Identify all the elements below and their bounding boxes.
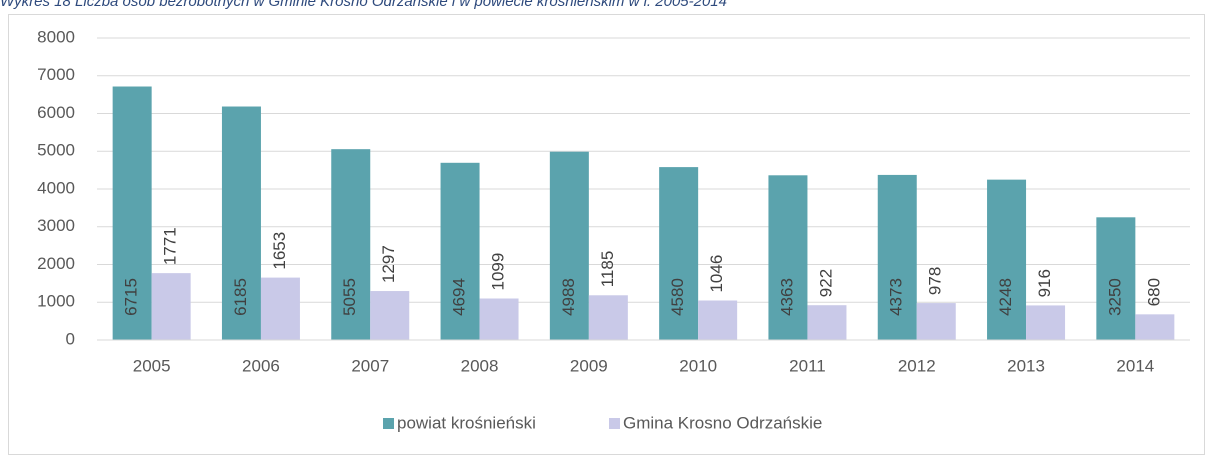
bar — [1135, 314, 1175, 340]
bar — [877, 174, 917, 340]
bar — [698, 300, 738, 340]
x-tick-label: 2012 — [898, 356, 936, 375]
value-label: 1099 — [489, 253, 508, 291]
bar — [112, 86, 152, 340]
x-tick-label: 2007 — [351, 356, 389, 375]
chart-title: Wykres 18 Liczba osób bezrobotnych w Gmi… — [0, 0, 727, 10]
value-label: 6185 — [231, 278, 250, 316]
value-label: 4580 — [668, 278, 687, 316]
value-label: 4988 — [559, 278, 578, 316]
x-tick-label: 2008 — [461, 356, 499, 375]
value-label: 1653 — [270, 232, 289, 270]
bar — [331, 149, 371, 340]
bar — [260, 277, 300, 340]
value-label: 1046 — [707, 255, 726, 293]
y-tick-label: 7000 — [37, 65, 75, 84]
bar — [440, 162, 480, 340]
value-label: 6715 — [122, 278, 141, 316]
bar — [549, 151, 589, 340]
bar — [1096, 217, 1136, 340]
legend-label: Gmina Krosno Odrzańskie — [623, 413, 822, 432]
legend-label: powiat krośnieński — [397, 413, 536, 432]
legend-swatch — [609, 418, 620, 429]
bar — [659, 167, 699, 340]
bar — [479, 298, 519, 340]
y-tick-label: 4000 — [37, 178, 75, 197]
x-tick-label: 2014 — [1116, 356, 1154, 375]
value-label: 4694 — [450, 278, 469, 316]
value-label: 916 — [1035, 269, 1054, 297]
bar — [987, 179, 1027, 340]
value-label: 680 — [1144, 278, 1163, 306]
bar — [768, 175, 808, 340]
x-tick-label: 2009 — [570, 356, 608, 375]
value-label: 978 — [926, 267, 945, 295]
bar — [1026, 305, 1066, 340]
value-label: 922 — [816, 269, 835, 297]
x-tick-label: 2010 — [679, 356, 717, 375]
bar — [807, 305, 847, 340]
y-tick-label: 6000 — [37, 103, 75, 122]
bar — [370, 291, 410, 340]
value-label: 3250 — [1105, 278, 1124, 316]
value-label: 4248 — [996, 278, 1015, 316]
value-label: 4373 — [887, 278, 906, 316]
x-tick-label: 2005 — [133, 356, 171, 375]
value-label: 1771 — [161, 227, 180, 265]
value-label: 4363 — [777, 278, 796, 316]
x-tick-label: 2011 — [789, 356, 826, 375]
y-tick-label: 2000 — [37, 254, 75, 273]
value-label: 1185 — [598, 251, 617, 288]
x-tick-label: 2006 — [242, 356, 280, 375]
bar — [916, 303, 956, 340]
legend-swatch — [383, 418, 394, 429]
y-tick-label: 5000 — [37, 141, 75, 160]
value-label: 1297 — [379, 245, 398, 283]
y-tick-label: 8000 — [37, 27, 75, 46]
y-tick-label: 1000 — [37, 292, 75, 311]
bar — [221, 106, 261, 340]
bar — [151, 273, 191, 340]
value-label: 5055 — [340, 278, 359, 316]
y-tick-label: 0 — [66, 329, 75, 348]
bar — [588, 295, 628, 340]
x-tick-label: 2013 — [1007, 356, 1045, 375]
y-tick-label: 3000 — [37, 216, 75, 235]
